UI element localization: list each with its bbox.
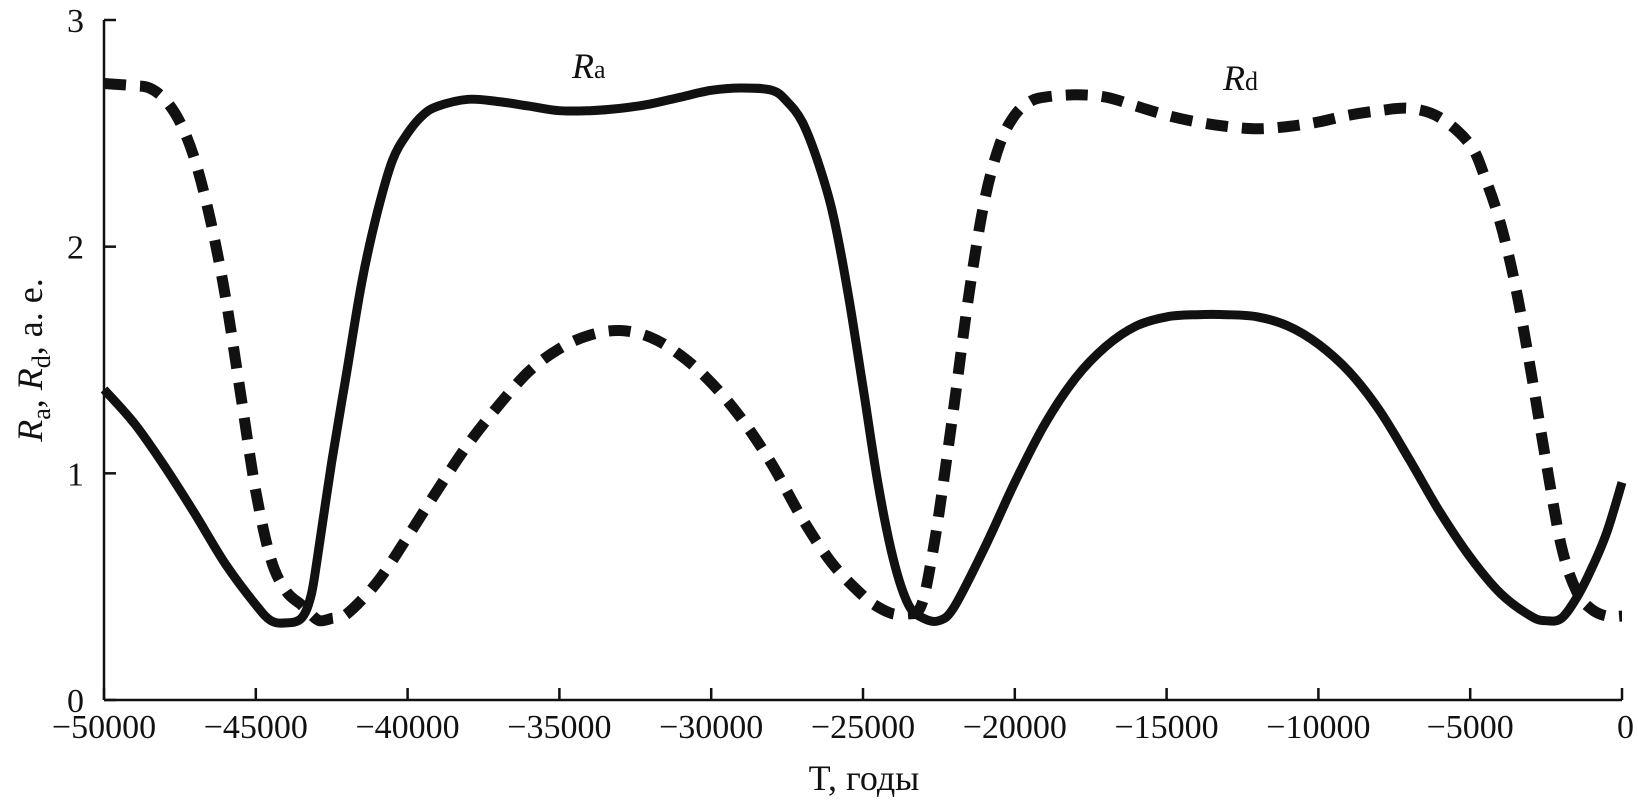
series-layer: [100, 78, 1627, 628]
x-axis-title: T, годы: [809, 758, 920, 798]
series-line-rd: [103, 78, 1623, 627]
x-tick-label: 0: [1617, 709, 1634, 746]
x-tick-label: −20000: [963, 709, 1067, 746]
y-tick-label: 3: [67, 3, 84, 40]
x-tick-label: −30000: [659, 709, 763, 746]
ticks-layer: −50000 −45000 −40000 −35000 −30000 −25000 −200…: [52, 3, 1634, 746]
series-line-ra: [100, 83, 1627, 628]
y-tick-label: 1: [67, 456, 84, 493]
x-tick-label: −50000: [52, 709, 156, 746]
x-tick-label: −25000: [811, 709, 915, 746]
x-tick-label: −15000: [1115, 709, 1219, 746]
x-tick-label: −5000: [1427, 709, 1514, 746]
y-tick-label: 2: [67, 230, 84, 267]
x-tick-label: −35000: [507, 709, 611, 746]
x-tick-label: −10000: [1266, 709, 1370, 746]
y-axis-title: Ra, Rd, a. e.: [10, 278, 56, 443]
x-tick-label: −45000: [204, 709, 308, 746]
x-tick-label: −40000: [356, 709, 460, 746]
series-label-ra: Ra: [571, 46, 606, 86]
y-tick-label: 0: [67, 683, 84, 720]
series-label-rd: Rd: [1222, 58, 1258, 98]
